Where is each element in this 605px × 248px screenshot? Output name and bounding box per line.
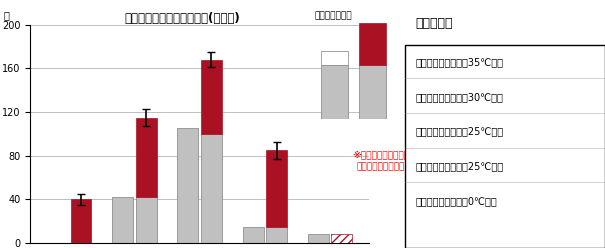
- Bar: [113, 197, 133, 243]
- Text: 真夏日：日最高気温30℃以上: 真夏日：日最高気温30℃以上: [415, 92, 503, 102]
- Bar: [321, 51, 348, 65]
- Text: 平年値：横浜市: 平年値：横浜市: [315, 11, 352, 20]
- Text: 熱帯夜：日最低気温25℃以上: 熱帯夜：日最低気温25℃以上: [415, 161, 503, 171]
- Bar: [136, 118, 157, 197]
- Bar: [71, 199, 91, 243]
- Bar: [177, 128, 198, 243]
- Bar: [136, 197, 157, 243]
- Text: ※赤塗りつぶしは増加
赤斜線は減少を示す: ※赤塗りつぶしは増加 赤斜線は減少を示す: [353, 152, 410, 171]
- Text: 階級別日数: 階級別日数: [415, 17, 453, 30]
- Text: 冬　日：日最低気温0℃未満: 冬 日：日最低気温0℃未満: [415, 196, 497, 206]
- Bar: [321, 65, 348, 119]
- Title: 年間階級別日数の将来変化(横浜市): 年間階級別日数の将来変化(横浜市): [125, 12, 241, 25]
- Bar: [201, 60, 222, 134]
- Text: 猛暑日：日最高気温35℃以上: 猛暑日：日最高気温35℃以上: [415, 57, 503, 67]
- Bar: [201, 134, 222, 243]
- Text: 夏　日：日最高気温25℃以上: 夏 日：日最高気温25℃以上: [415, 126, 503, 136]
- Bar: [308, 234, 329, 243]
- Bar: [243, 227, 264, 243]
- Bar: [359, 65, 386, 119]
- Bar: [266, 227, 287, 243]
- Bar: [332, 234, 352, 243]
- Bar: [266, 150, 287, 227]
- FancyBboxPatch shape: [405, 45, 605, 248]
- Bar: [359, 23, 386, 65]
- Text: 日: 日: [3, 10, 9, 20]
